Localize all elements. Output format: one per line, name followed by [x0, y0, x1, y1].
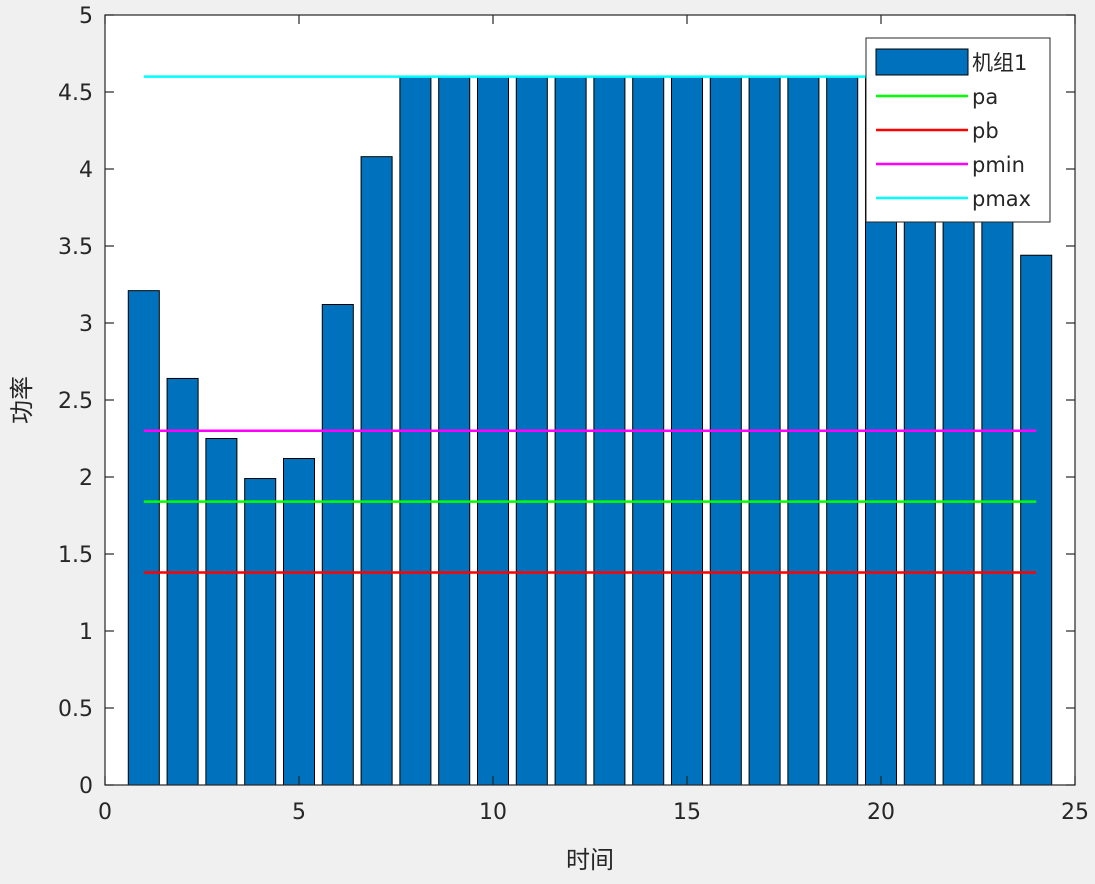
y-tick-label: 2.5 — [58, 389, 93, 414]
legend: 机组1 pa pb pmin pmax — [865, 37, 1051, 223]
bar — [282, 458, 316, 786]
legend-label: pmax — [972, 187, 1031, 211]
x-tick-label: 15 — [673, 800, 701, 825]
y-tick-label: 0 — [79, 774, 93, 799]
x-tick-label: 20 — [867, 800, 895, 825]
bar — [1020, 254, 1053, 786]
x-tick-label: 10 — [479, 800, 507, 825]
y-tick-label: 1 — [79, 620, 93, 645]
y-tick-label: 0.5 — [58, 697, 93, 722]
y-tick-label: 2 — [79, 466, 93, 491]
y-tick-label: 5 — [79, 4, 93, 29]
y-tick-label: 3 — [79, 312, 93, 337]
legend-swatch-bar — [875, 48, 969, 76]
y-tick-label: 1.5 — [58, 543, 93, 568]
x-tick-label: 5 — [292, 800, 306, 825]
y-tick-label: 4.5 — [58, 81, 93, 106]
legend-label: 机组1 — [972, 51, 1027, 75]
bar — [127, 290, 160, 786]
y-tick-label: 3.5 — [58, 235, 93, 260]
y-tick-label: 4 — [79, 158, 93, 183]
y-axis-label: 功率 — [8, 376, 36, 424]
axes-layer: 0 5 10 15 20 25 0 0.5 1 1.5 2 2.5 3 3.5 4 4.5 5 — [58, 4, 1089, 825]
bar — [360, 156, 393, 786]
bar — [244, 478, 277, 786]
legend-label: pmin — [972, 153, 1025, 177]
x-tick-label: 25 — [1061, 800, 1089, 825]
x-axis-label: 时间 — [566, 846, 614, 874]
legend-label: pb — [972, 119, 999, 143]
bar — [205, 438, 238, 786]
bar — [321, 304, 354, 786]
bar — [166, 377, 199, 786]
legend-label: pa — [972, 85, 998, 109]
x-tick-label: 0 — [98, 800, 112, 825]
